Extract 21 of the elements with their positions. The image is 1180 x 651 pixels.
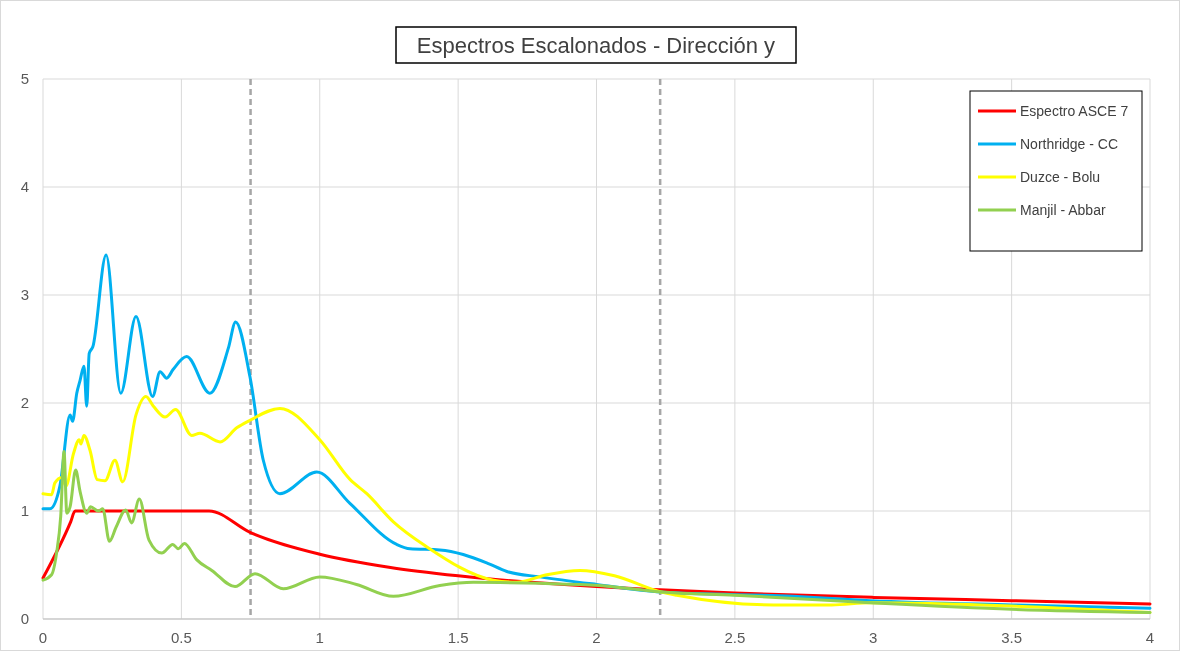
x-tick-label: 0.5 [170, 629, 192, 646]
y-tick-label: 1 [20, 502, 29, 519]
y-tick-label: 2 [20, 394, 29, 411]
chart-title: Espectros Escalonados - Dirección y [416, 33, 776, 58]
x-tick-label: 3.5 [1001, 629, 1023, 646]
y-tick-label: 0 [20, 610, 29, 627]
x-tick-label: 2 [592, 629, 601, 646]
x-tick-label: 3 [869, 629, 878, 646]
legend-label: Espectro ASCE 7 [1020, 103, 1129, 119]
legend-label: Manjil - Abbar [1020, 202, 1106, 218]
x-tick-label: 0 [38, 629, 48, 646]
legend-label: Duzce - Bolu [1020, 169, 1101, 185]
x-tick-label: 2.5 [724, 629, 746, 646]
legend-label: Northridge - CC [1020, 136, 1119, 152]
x-tick-label: 1 [315, 629, 324, 646]
x-tick-label: 1.5 [447, 629, 469, 646]
line-series [41, 450, 1152, 615]
y-tick-label: 4 [20, 178, 29, 195]
y-tick-label: 5 [20, 70, 29, 87]
y-tick-label: 3 [20, 286, 29, 303]
x-tick-label: 4 [1145, 629, 1155, 646]
